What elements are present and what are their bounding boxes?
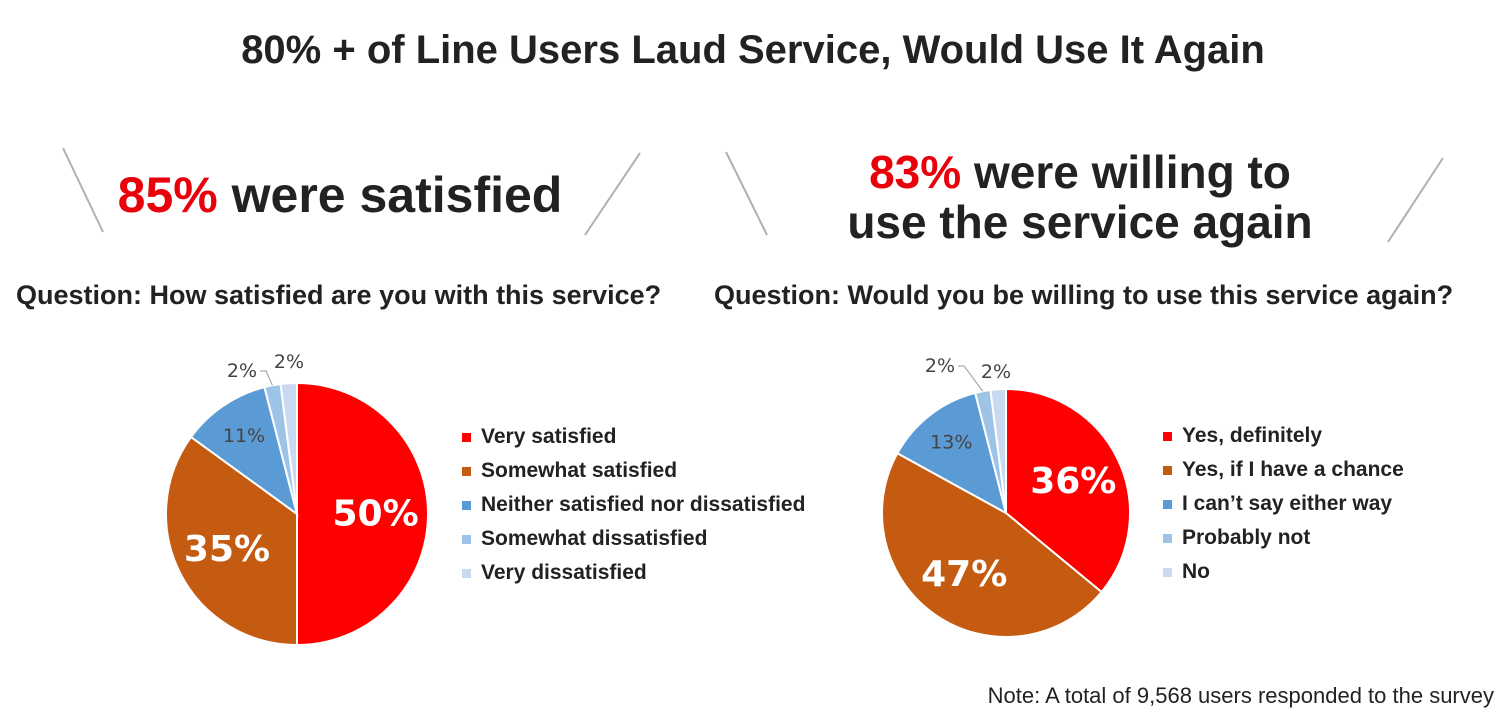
reuse-legend-label-2: I can’t say either way <box>1182 492 1393 515</box>
satisfaction-legend-swatch-0 <box>462 432 471 442</box>
pie-satisfaction-slice-0 <box>296 381 429 647</box>
reuse-legend-label-0: Yes, definitely <box>1182 424 1323 447</box>
slash-left-2 <box>584 152 641 236</box>
reuse-legend-item-2: I can’t say either way <box>1163 487 1404 521</box>
satisfaction-legend-item-0: Very satisfied <box>462 420 805 454</box>
reuse-legend-swatch-2 <box>1163 499 1172 509</box>
headline-reuse-pct: 83% <box>869 146 962 198</box>
satisfaction-legend-item-4: Very dissatisfied <box>462 556 805 590</box>
pie-satisfaction-slice-label-0: 50% <box>333 494 419 535</box>
satisfaction-legend-item-1: Somewhat satisfied <box>462 454 805 488</box>
reuse-legend-swatch-4 <box>1163 567 1172 577</box>
headline-reuse-text-2: use the service again <box>847 196 1313 248</box>
satisfaction-legend-label-1: Somewhat satisfied <box>481 459 678 482</box>
slash-right-1 <box>725 151 768 236</box>
reuse-legend-label-4: No <box>1182 560 1210 583</box>
satisfaction-legend-swatch-3 <box>462 534 471 544</box>
satisfaction-legend-label-0: Very satisfied <box>481 425 617 448</box>
pie-satisfaction-slice-label-2: 11% <box>223 425 265 447</box>
pie-reuse-slice-label-1: 47% <box>921 554 1007 595</box>
question-satisfaction: Question: How satisfied are you with thi… <box>16 280 662 310</box>
legend-reuse: Yes, definitely Yes, if I have a chance I … <box>1163 419 1404 589</box>
satisfaction-legend-item-3: Somewhat dissatisfied <box>462 522 805 556</box>
pie-reuse-slice-0 <box>1005 387 1131 594</box>
slash-right-2 <box>1387 157 1444 243</box>
headline-satisfied-text: were satisfied <box>217 167 563 223</box>
pie-satisfaction-slice-1 <box>165 435 298 647</box>
pie-satisfaction-slice-4 <box>279 381 298 515</box>
satisfaction-legend-swatch-2 <box>462 500 471 510</box>
pie-reuse-slice-label-2: 13% <box>930 432 972 454</box>
reuse-legend-item-3: Probably not <box>1163 521 1404 555</box>
slash-left-1 <box>62 147 104 233</box>
satisfaction-legend-swatch-1 <box>462 466 471 476</box>
pie-satisfaction-slice-2 <box>189 385 299 517</box>
pie-satisfaction-leader-line <box>260 370 273 386</box>
satisfaction-legend-label-4: Very dissatisfied <box>481 561 647 584</box>
pie-satisfaction-slice-label-4: 2% <box>274 351 304 373</box>
headline-satisfied: 85% were satisfied <box>80 166 600 224</box>
pie-reuse-slice-4 <box>989 387 1007 514</box>
headline-reuse: 83% were willing to use the service again <box>760 147 1400 247</box>
pie-reuse-slice-2 <box>895 391 1008 515</box>
pie-reuse-slice-label-4: 2% <box>981 361 1011 383</box>
reuse-legend-swatch-3 <box>1163 533 1172 543</box>
pie-reuse-leader-line <box>958 365 984 392</box>
reuse-legend-label-1: Yes, if I have a chance <box>1182 458 1404 481</box>
reuse-legend-swatch-0 <box>1163 431 1172 441</box>
reuse-legend-item-1: Yes, if I have a chance <box>1163 453 1404 487</box>
reuse-legend-item-4: No <box>1163 555 1404 589</box>
satisfaction-legend-item-2: Neither satisfied nor dissatisfied <box>462 488 805 522</box>
satisfaction-legend-label-2: Neither satisfied nor dissatisfied <box>481 493 806 516</box>
main-title: 80% + of Line Users Laud Service, Would … <box>241 28 1265 72</box>
headline-reuse-text-1: were willing to <box>961 146 1291 198</box>
reuse-legend-label-3: Probably not <box>1182 526 1311 549</box>
pie-satisfaction-slice-label-3: 2% <box>227 360 257 382</box>
pie-reuse-slice-1 <box>881 451 1103 638</box>
headline-satisfied-pct: 85% <box>117 167 218 223</box>
satisfaction-legend-label-3: Somewhat dissatisfied <box>481 527 708 550</box>
pie-satisfaction-slice-label-1: 35% <box>184 529 270 570</box>
reuse-legend-item-0: Yes, definitely <box>1163 419 1404 453</box>
legend-satisfaction: Very satisfied Somewhat satisfied Neither … <box>462 420 805 590</box>
question-reuse: Question: Would you be willing to use th… <box>714 280 1454 310</box>
pie-reuse-slice-label-0: 36% <box>1030 461 1116 502</box>
reuse-legend-swatch-1 <box>1163 465 1172 475</box>
pie-reuse-slice-label-3: 2% <box>925 355 955 377</box>
survey-note: Note: A total of 9,568 users responded t… <box>987 683 1494 708</box>
satisfaction-legend-swatch-4 <box>462 568 471 578</box>
